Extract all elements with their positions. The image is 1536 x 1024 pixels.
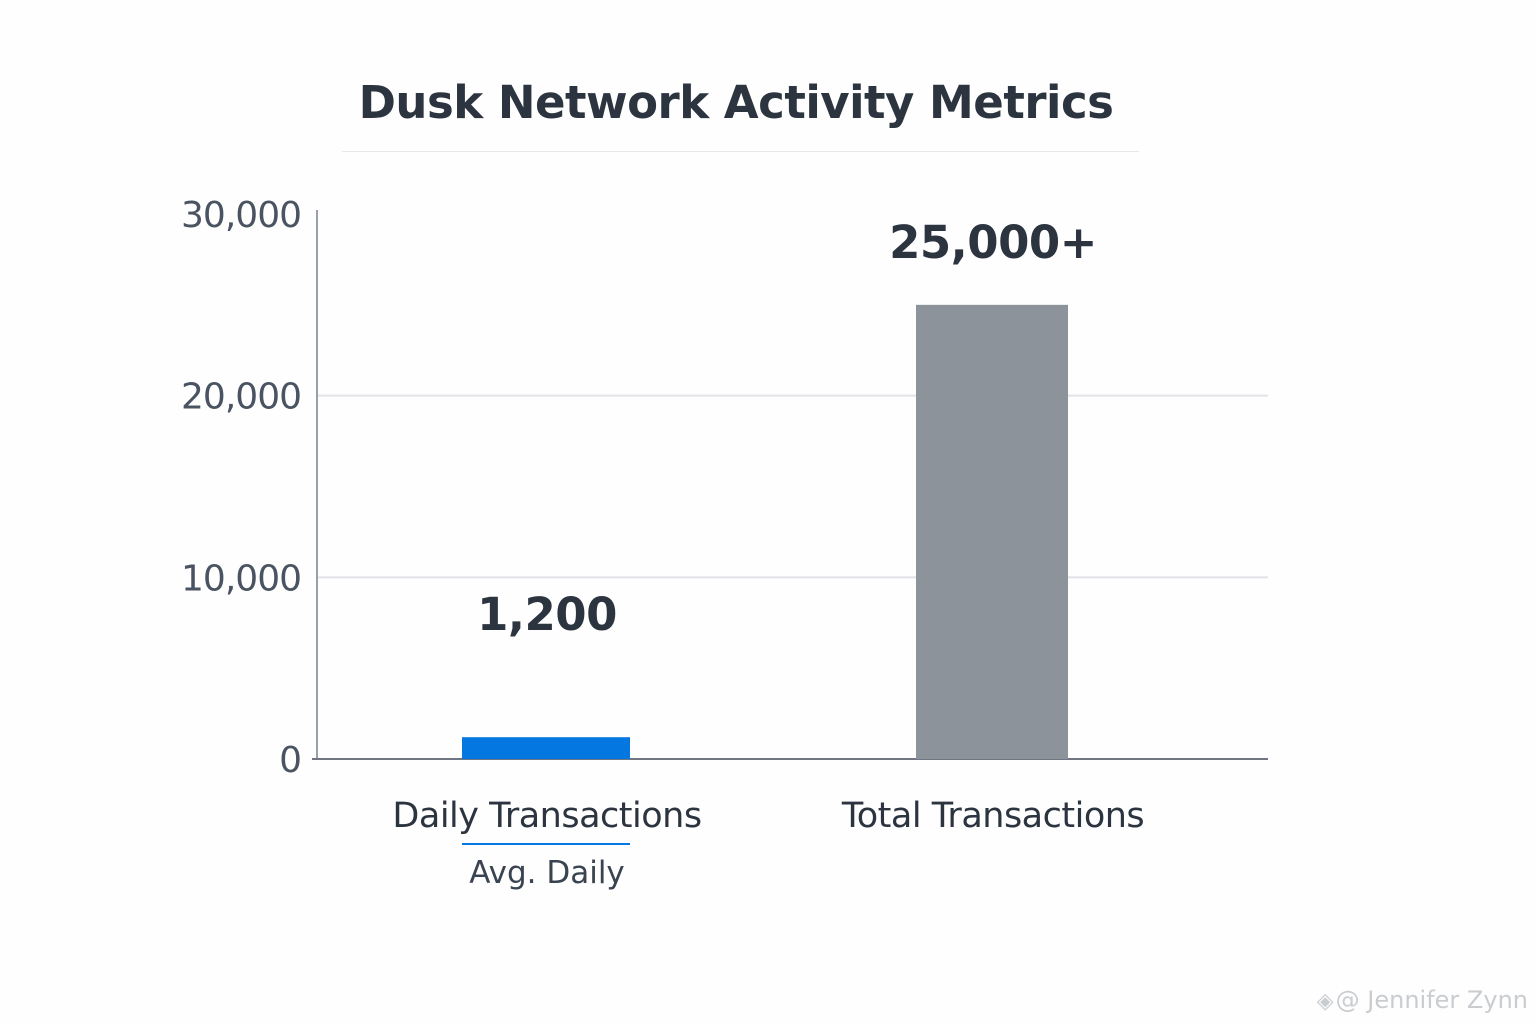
- watermark-text: @ Jennifer Zynn: [1335, 986, 1528, 1014]
- diamond-logo-icon: ◈: [1316, 989, 1334, 1014]
- chart-title: Dusk Network Activity Metrics: [358, 76, 1114, 129]
- x-category-label: Daily Transactions: [392, 796, 701, 836]
- y-tick-label: 10,000: [181, 558, 301, 599]
- bar: [916, 304, 1068, 759]
- bar-value-label: 25,000+: [889, 216, 1097, 269]
- axes: [312, 210, 1268, 760]
- title-divider: [342, 151, 1139, 152]
- y-tick-labels: 0 10,000 20,000 30,000: [181, 195, 302, 781]
- y-tick-label: 20,000: [181, 377, 301, 418]
- category-labels: Daily Transactions Total Transactions Avg.…: [392, 796, 1144, 891]
- y-tick-label: 30,000: [181, 195, 301, 236]
- data-labels: 1,200 25,000+: [477, 216, 1097, 641]
- x-category-sublabel: Avg. Daily: [469, 855, 625, 891]
- watermark: ◈@ Jennifer Zynn: [1317, 986, 1528, 1014]
- gridlines: [317, 394, 1268, 579]
- y-tick-label: 0: [279, 740, 301, 781]
- x-category-label: Total Transactions: [841, 796, 1144, 836]
- bars: [462, 304, 1068, 759]
- bar-value-label: 1,200: [477, 588, 617, 641]
- bar: [462, 737, 630, 759]
